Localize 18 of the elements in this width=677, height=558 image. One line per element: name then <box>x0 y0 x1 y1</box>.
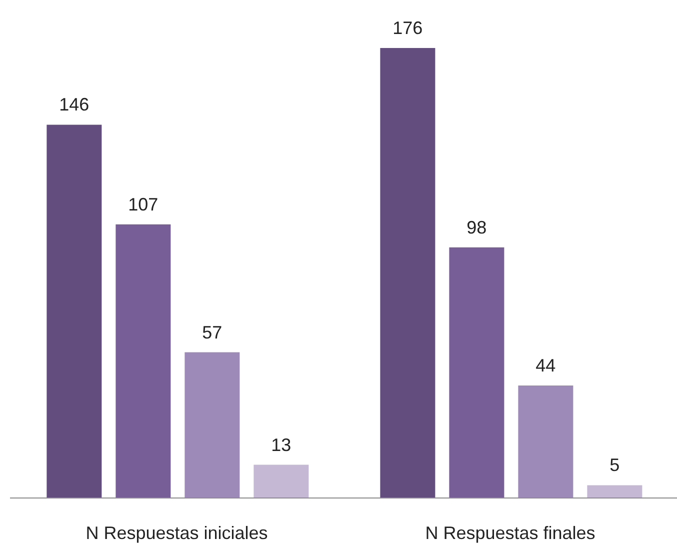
x-tick-label: N Respuestas iniciales <box>86 522 268 543</box>
data-label: 146 <box>59 94 90 115</box>
bar <box>587 485 642 498</box>
bar <box>254 464 309 498</box>
data-label: 176 <box>392 18 423 38</box>
data-label: 98 <box>466 217 487 238</box>
data-label: 107 <box>128 194 158 214</box>
x-tick-label: N Respuestas finales <box>425 522 596 543</box>
bar <box>46 124 102 498</box>
bar <box>518 386 574 498</box>
bar <box>380 48 436 498</box>
data-label: 44 <box>536 356 556 376</box>
bar <box>116 224 171 498</box>
data-label: 13 <box>271 434 292 455</box>
data-label: 5 <box>610 455 620 476</box>
bar <box>449 247 504 498</box>
data-label: 57 <box>202 322 222 342</box>
bar <box>184 352 240 498</box>
